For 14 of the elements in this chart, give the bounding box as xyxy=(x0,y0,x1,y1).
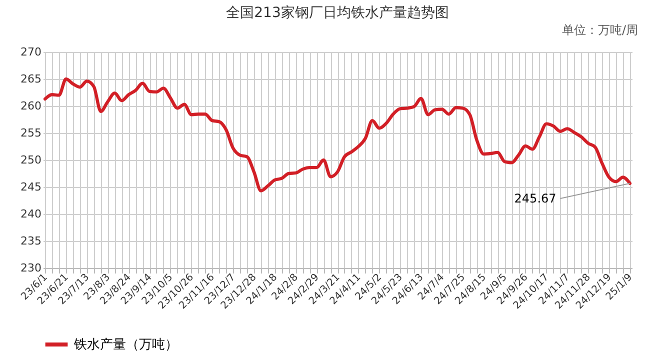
line-series xyxy=(43,77,632,192)
annotation: 245.67 xyxy=(514,192,556,206)
y-tick-label: 245 xyxy=(20,180,42,194)
legend-label: 铁水产量（万吨） xyxy=(73,338,178,352)
y-tick-label: 250 xyxy=(20,154,42,166)
y-tick-label: 255 xyxy=(20,126,42,140)
y-tick-label: 260 xyxy=(20,100,42,112)
y-tick-label: 270 xyxy=(20,46,42,58)
y-tick-label: 240 xyxy=(20,208,42,220)
chart-title: 全国213家钢厂日均铁水产量趋势图 xyxy=(226,5,449,21)
y-tick-label: 265 xyxy=(20,72,42,86)
y-tick-label: 235 xyxy=(20,234,42,248)
text: 单位：万吨/周 xyxy=(562,23,638,37)
y-tick-label: 230 xyxy=(20,262,42,274)
